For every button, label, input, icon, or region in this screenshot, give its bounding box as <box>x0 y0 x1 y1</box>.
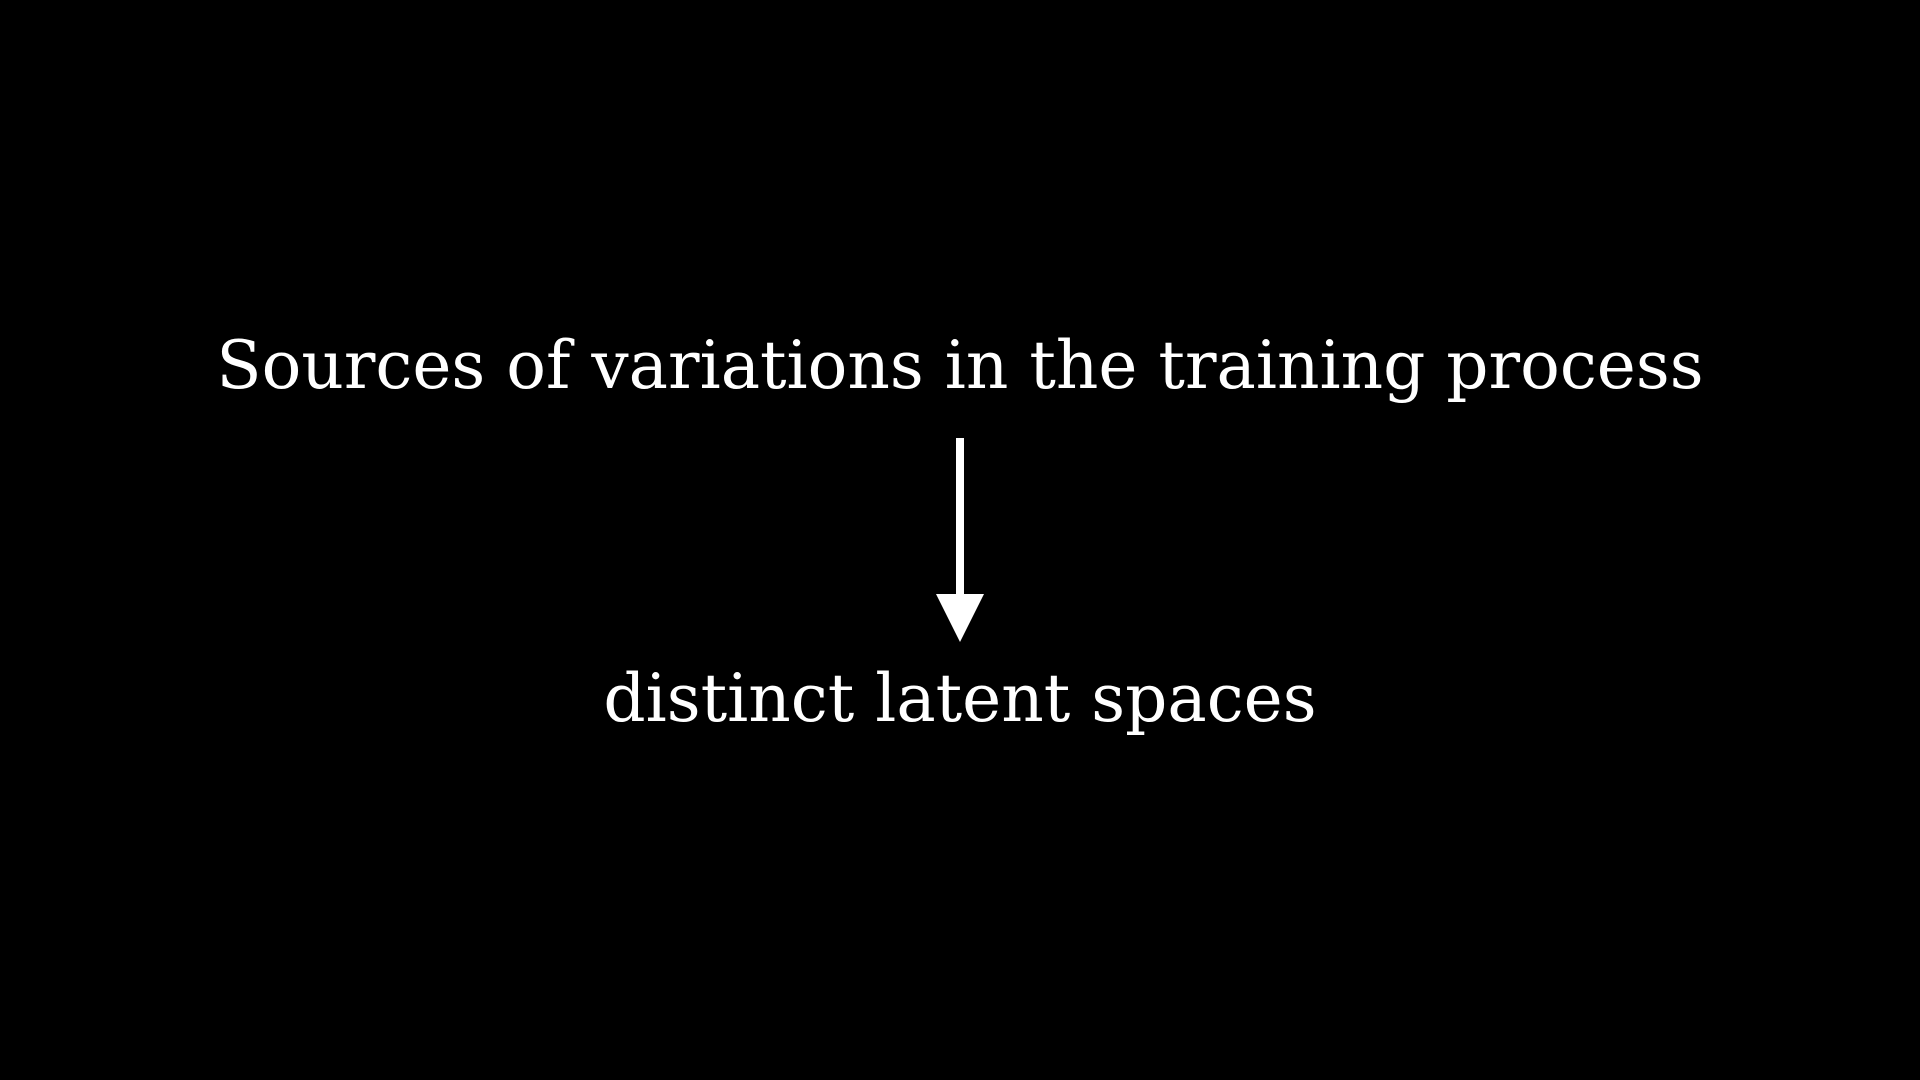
arrow-head <box>936 594 984 642</box>
target-label: distinct latent spaces <box>603 660 1317 737</box>
source-label: Sources of variations in the training pr… <box>216 327 1704 404</box>
